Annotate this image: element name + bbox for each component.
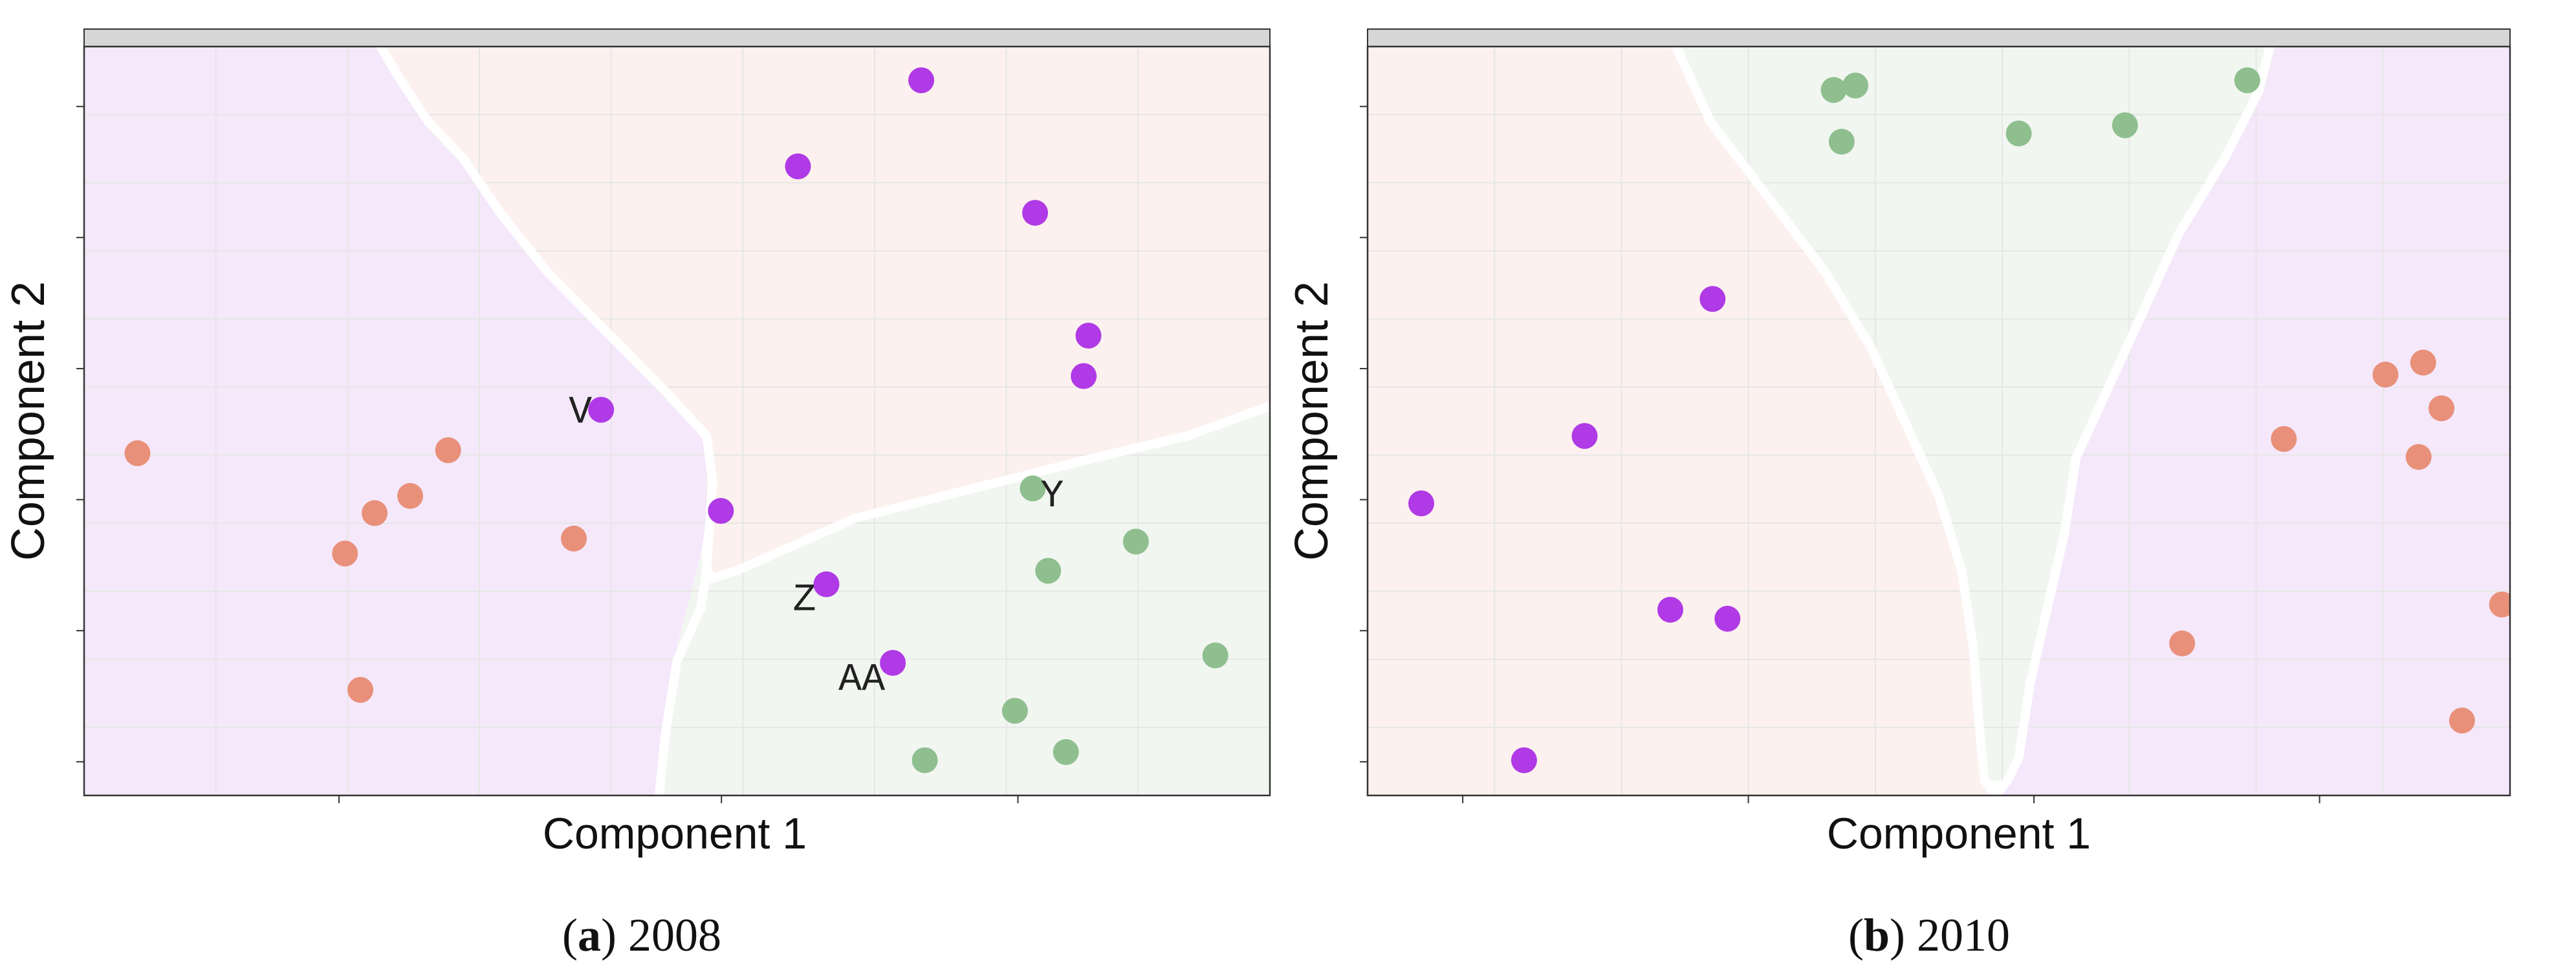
data-point-purple [785, 153, 811, 180]
data-point-green [2005, 120, 2032, 147]
region-green [1675, 47, 2271, 781]
point-label: AA [838, 658, 885, 702]
panel-strip [83, 28, 1271, 47]
data-point-orange [435, 437, 461, 464]
data-point-purple [1022, 200, 1049, 226]
data-point-orange [362, 500, 388, 526]
data-point-purple [1075, 322, 1102, 349]
data-point-green [1020, 475, 1046, 502]
panel-2008: V Z AA Y Component 1 Component 2 (a) 2008 [3, 28, 1271, 961]
data-point-orange [2372, 362, 2399, 388]
x-axis-title: Component 1 [543, 809, 807, 858]
region-purple [84, 47, 713, 795]
data-point-green [1035, 557, 1062, 584]
data-point-green [1820, 77, 1847, 103]
data-point-purple [1071, 363, 1097, 389]
data-point-purple [1657, 596, 1683, 623]
caption-paren-close: ) [1890, 909, 1905, 961]
data-point-green [1202, 642, 1228, 669]
data-point-green [1828, 129, 1855, 155]
data-point-green [2234, 67, 2260, 94]
data-point-green [1001, 698, 1028, 724]
point-label: V [569, 391, 592, 435]
data-point-purple [1511, 747, 1537, 773]
x-axis-title: Component 1 [1827, 809, 2091, 858]
grid [84, 47, 1270, 795]
decision-boundary [700, 401, 1270, 584]
data-point-purple [708, 497, 734, 524]
data-point-orange [2429, 395, 2455, 422]
region-purple [1990, 47, 2510, 795]
data-point-purple [1571, 423, 1598, 449]
plot-area [1368, 47, 2510, 795]
data-point-orange [2449, 707, 2475, 734]
y-axis-title: Component 2 [1286, 281, 1338, 561]
plot-frame [1366, 45, 2511, 797]
data-point-purple [1408, 490, 1435, 517]
caption-paren-open: ( [562, 909, 578, 961]
data-point-orange [2169, 630, 2196, 656]
decision-boundary [1671, 47, 2002, 795]
data-point-green [1053, 739, 1079, 765]
panel-caption: (b) 2010 [1848, 909, 2010, 961]
caption-letter: b [1864, 909, 1890, 961]
data-point-orange [2405, 444, 2432, 470]
data-point-orange [347, 676, 374, 703]
data-point-green [2112, 112, 2138, 138]
panel-2010: Component 1 Component 2 (b) 2010 [1286, 28, 2511, 961]
data-point-orange [332, 540, 358, 567]
data-point-purple [1699, 286, 1726, 312]
data-point-green [1122, 528, 1149, 555]
caption-letter: a [578, 909, 601, 961]
data-point-orange [397, 482, 424, 509]
caption-year: 2010 [1905, 909, 2010, 961]
region-green [659, 405, 1270, 795]
data-point-orange [2410, 349, 2436, 376]
data-point-orange [124, 440, 151, 466]
decision-boundary [654, 565, 712, 795]
point-label: Y [1040, 475, 1064, 519]
plot-frame [83, 45, 1271, 797]
panel-strip [1367, 28, 2511, 47]
grid [1368, 47, 2510, 795]
plot-area [84, 47, 1270, 795]
caption-paren-open: ( [1848, 909, 1864, 961]
data-point-purple [588, 396, 615, 423]
panel-caption: (a) 2008 [562, 909, 721, 961]
data-point-purple [908, 67, 935, 94]
region-orange [380, 47, 1270, 579]
data-point-orange [2489, 591, 2510, 618]
caption-paren-close: ) [601, 909, 617, 961]
decision-boundary [375, 47, 717, 576]
data-point-purple [813, 571, 840, 598]
caption-year: 2008 [617, 909, 721, 961]
data-point-orange [2271, 426, 2297, 452]
data-point-green [1842, 72, 1869, 99]
decision-boundary [1990, 47, 2275, 795]
y-axis-title: Component 2 [3, 281, 54, 561]
data-point-green [911, 747, 938, 773]
data-point-orange [561, 525, 587, 552]
data-point-purple [880, 650, 906, 676]
region-orange [1368, 47, 1991, 795]
point-label: Z [792, 578, 816, 622]
data-point-purple [1714, 605, 1741, 632]
